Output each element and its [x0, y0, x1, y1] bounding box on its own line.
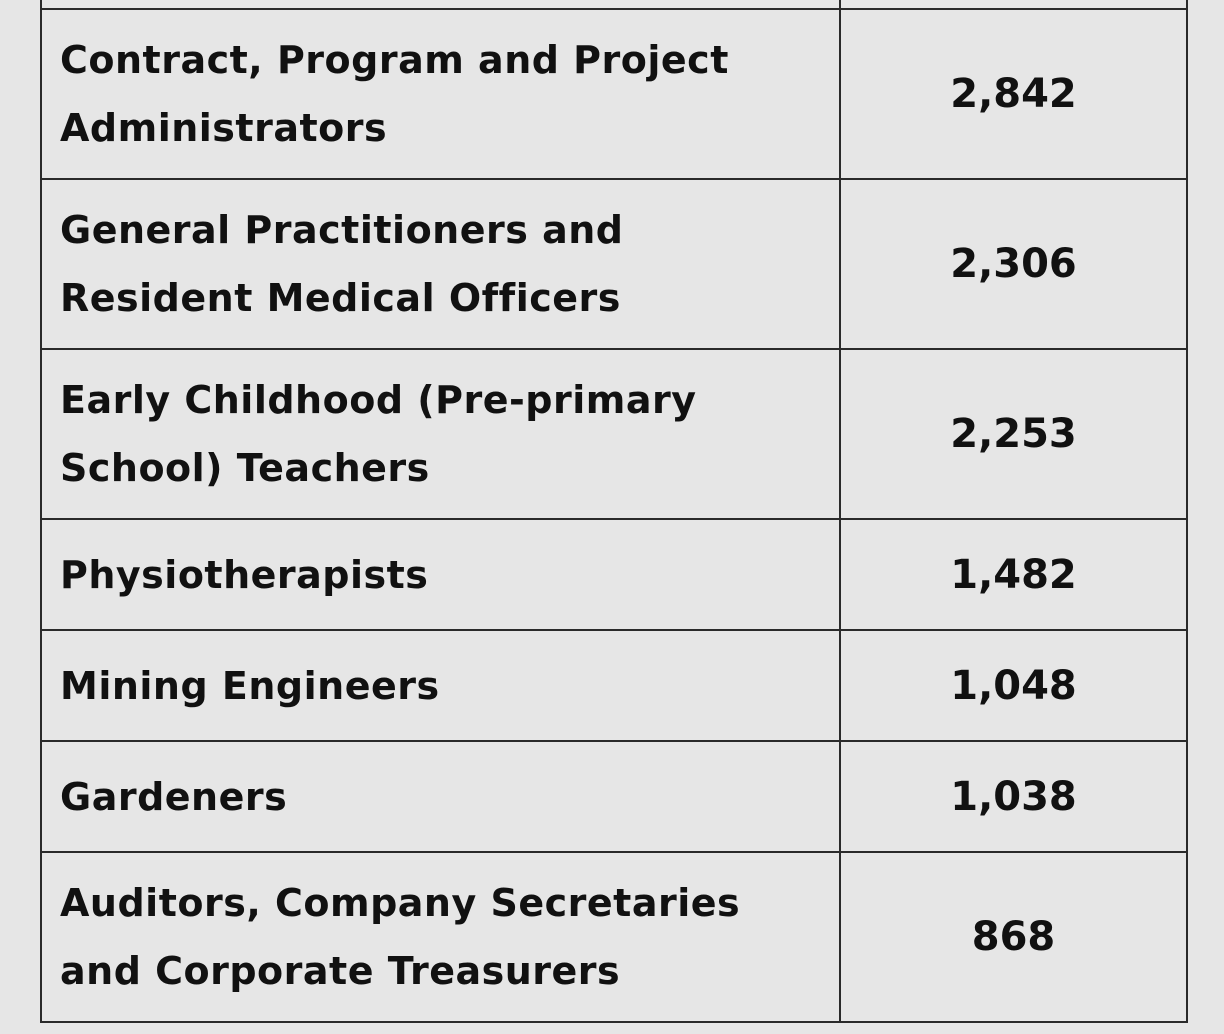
occupation-cell: Auditors, Company Secretaries and Corpora…	[40, 851, 841, 1023]
occupation-text: Resident Medical Officers	[60, 276, 621, 320]
occupation-text: Administrators	[60, 106, 388, 150]
count-cell: 2,306	[839, 178, 1188, 350]
occupation-cell: Physiotherapists	[40, 518, 841, 631]
occupation-cell: Early Childhood (Pre-primary School) Teac…	[40, 348, 841, 520]
count-cell: 1,048	[839, 629, 1188, 742]
occupation-text: Early Childhood (Pre-primary	[60, 378, 697, 422]
occupation-text: Mining Engineers	[60, 663, 440, 708]
occupation-cell: Contract, Program and Project Administrat…	[40, 8, 841, 180]
count-cell: 1,038	[839, 740, 1188, 853]
occupation-cell: General Practitioners and Resident Medica…	[40, 178, 841, 350]
occupation-text: Auditors, Company Secretaries	[60, 881, 741, 925]
count-cell: 2,842	[839, 8, 1188, 180]
occupation-text: Contract, Program and Project	[60, 38, 729, 82]
occupation-text: Gardeners	[60, 774, 288, 819]
occupation-text: Physiotherapists	[60, 552, 429, 597]
occupation-text: and Corporate Treasurers	[60, 949, 621, 993]
occupation-text: School) Teachers	[60, 446, 430, 490]
count-cell: 1,482	[839, 518, 1188, 631]
occupation-cell: Mining Engineers	[40, 629, 841, 742]
count-cell: 868	[839, 851, 1188, 1023]
occupation-cell: Gardeners	[40, 740, 841, 853]
count-cell: 2,253	[839, 348, 1188, 520]
occupation-text: General Practitioners and	[60, 208, 624, 252]
